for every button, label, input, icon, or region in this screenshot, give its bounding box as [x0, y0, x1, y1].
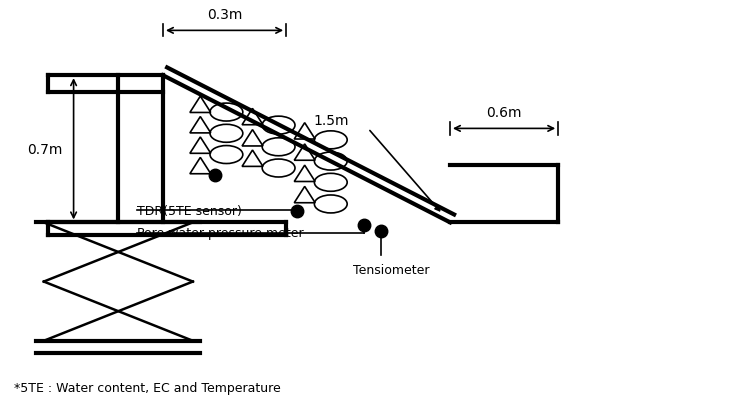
Text: 0.7m: 0.7m: [27, 142, 62, 157]
Text: 0.6m: 0.6m: [487, 106, 522, 120]
Text: TDR(5TE sensor): TDR(5TE sensor): [137, 204, 242, 217]
Text: *5TE : Water content, EC and Temperature: *5TE : Water content, EC and Temperature: [14, 381, 281, 394]
Text: 0.3m: 0.3m: [207, 8, 243, 22]
Text: 1.5m: 1.5m: [313, 114, 348, 128]
Text: Tensiometer: Tensiometer: [353, 263, 430, 277]
Text: Pore water pressure meter: Pore water pressure meter: [137, 226, 303, 240]
